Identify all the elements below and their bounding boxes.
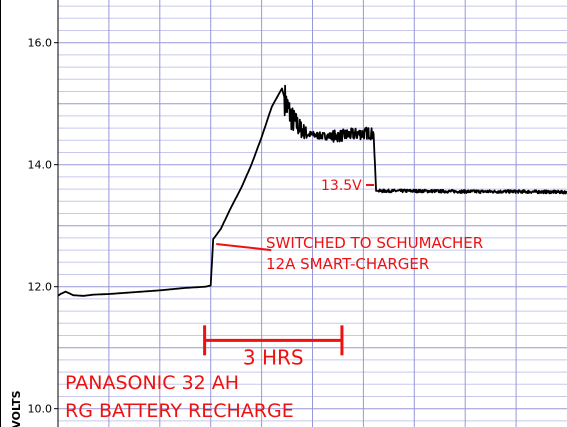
chart-title-line2: RG BATTERY RECHARGE: [65, 400, 294, 422]
y-axis: 10.0 12.0 14.0 16.0 VOLTS: [0, 0, 59, 427]
switch-annotation-line1: SWITCHED TO SCHUMACHER: [266, 234, 483, 252]
float-voltage-label: 13.5V: [321, 178, 362, 194]
switch-pointer-line: [216, 243, 272, 252]
annotation-layer: SWITCHED TO SCHUMACHER 12A SMART-CHARGER 1…: [65, 178, 483, 422]
y-axis-label: VOLTS: [10, 390, 23, 427]
trace-layer: [57, 84, 567, 297]
y-tick-label: 16.0: [28, 37, 53, 50]
voltage-trace: [57, 84, 567, 297]
y-tick-label: 10.0: [28, 403, 53, 416]
grid: [58, 0, 567, 427]
y-tick-label: 14.0: [28, 159, 53, 172]
switch-annotation-line2: 12A SMART-CHARGER: [266, 255, 429, 273]
duration-label: 3 HRS: [243, 345, 304, 369]
chart-title-line1: PANASONIC 32 AH: [65, 372, 239, 394]
y-tick-label: 12.0: [28, 281, 53, 294]
